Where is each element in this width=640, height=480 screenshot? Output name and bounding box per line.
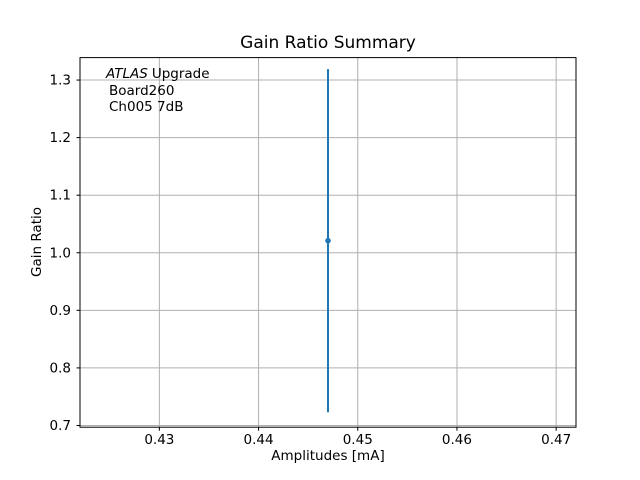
y-tick-label: 1.1 [50, 188, 71, 204]
y-tick-label: 0.9 [50, 303, 71, 319]
y-tick-label: 1.3 [50, 73, 71, 89]
annotation-board: Board260 [109, 82, 175, 99]
x-tick-label: 0.45 [343, 432, 373, 448]
y-tick-label: 1.0 [50, 245, 71, 261]
annotation-experiment-name: ATLAS [106, 66, 148, 82]
x-tick-label: 0.47 [541, 432, 571, 448]
annotation-channel: Ch005 7dB [109, 99, 184, 115]
annotation-line-experiment: ATLAS Upgrade [106, 66, 210, 83]
y-axis-label: Gain Ratio [29, 207, 45, 277]
annotation-experiment-suffix: Upgrade [151, 66, 210, 82]
y-tick-label: 0.8 [50, 360, 71, 376]
y-tick-label: 1.2 [50, 130, 71, 146]
y-tick-label: 0.7 [50, 418, 71, 434]
chart-title: Gain Ratio Summary [240, 33, 416, 53]
x-tick-label: 0.43 [144, 432, 174, 448]
x-axis-label: Amplitudes [mA] [271, 448, 385, 464]
axes-frame [79, 57, 577, 428]
data-point-marker [325, 237, 331, 244]
annotation-block: ATLAS Upgrade Board260 Ch005 7dB [106, 66, 210, 116]
x-tick-label: 0.44 [244, 432, 274, 448]
x-tick-label: 0.46 [442, 432, 472, 448]
